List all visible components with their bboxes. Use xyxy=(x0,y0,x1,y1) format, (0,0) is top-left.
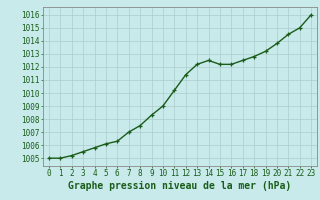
X-axis label: Graphe pression niveau de la mer (hPa): Graphe pression niveau de la mer (hPa) xyxy=(68,181,292,191)
